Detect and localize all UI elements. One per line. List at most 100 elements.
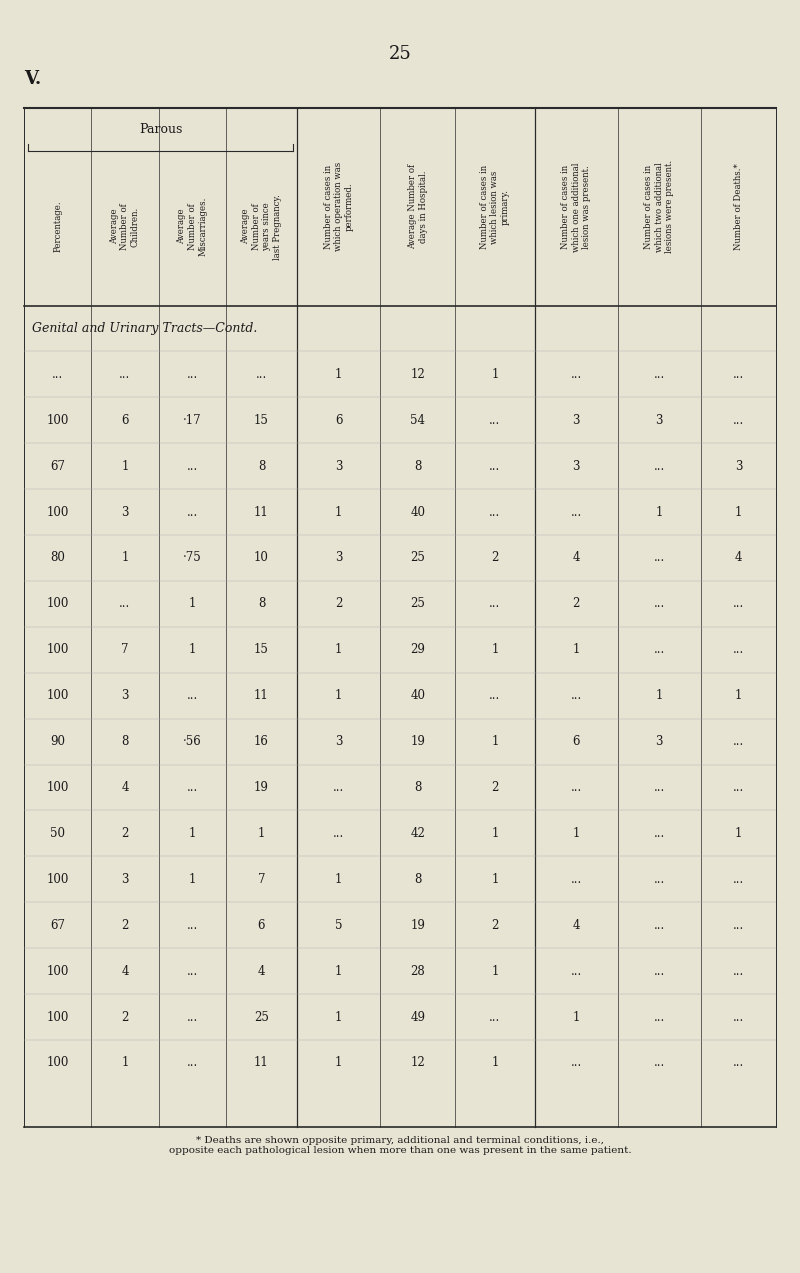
- Text: 67: 67: [50, 919, 65, 932]
- Text: ...: ...: [186, 1011, 198, 1023]
- Text: ...: ...: [186, 782, 198, 794]
- Text: 12: 12: [410, 1057, 425, 1069]
- Text: ...: ...: [733, 1011, 744, 1023]
- Text: 3: 3: [572, 460, 580, 472]
- Text: 2: 2: [491, 782, 498, 794]
- Text: 19: 19: [410, 919, 426, 932]
- Text: ...: ...: [186, 1057, 198, 1069]
- Text: ·56: ·56: [183, 735, 202, 749]
- Text: ...: ...: [654, 919, 665, 932]
- Text: ...: ...: [186, 505, 198, 518]
- Text: 3: 3: [335, 551, 342, 564]
- Text: ...: ...: [654, 597, 665, 610]
- Text: 8: 8: [258, 460, 265, 472]
- Text: Number of cases in
which two additional
lesions were present.: Number of cases in which two additional …: [644, 160, 674, 253]
- Text: 2: 2: [491, 919, 498, 932]
- Text: Number of cases in
which operation was
performed.: Number of cases in which operation was p…: [324, 162, 354, 252]
- Text: Number of cases in
which lesion was
primary.: Number of cases in which lesion was prim…: [480, 164, 510, 250]
- Text: V.: V.: [24, 70, 42, 88]
- Text: ...: ...: [186, 965, 198, 978]
- Text: 3: 3: [335, 735, 342, 749]
- Text: 4: 4: [572, 919, 580, 932]
- Text: ·75: ·75: [183, 551, 202, 564]
- Text: 100: 100: [46, 597, 69, 610]
- Text: 1: 1: [335, 368, 342, 381]
- Text: 8: 8: [414, 460, 422, 472]
- Text: 1: 1: [734, 505, 742, 518]
- Text: 1: 1: [189, 597, 196, 610]
- Text: ...: ...: [490, 460, 501, 472]
- Text: 1: 1: [189, 873, 196, 886]
- Text: 1: 1: [122, 551, 129, 564]
- Text: ...: ...: [570, 782, 582, 794]
- Text: 3: 3: [734, 460, 742, 472]
- Text: 1: 1: [491, 1057, 498, 1069]
- Text: 15: 15: [254, 414, 269, 426]
- Text: ...: ...: [186, 460, 198, 472]
- Text: 1: 1: [573, 643, 580, 657]
- Text: 100: 100: [46, 643, 69, 657]
- Text: ...: ...: [733, 735, 744, 749]
- Text: ...: ...: [654, 460, 665, 472]
- Text: 1: 1: [655, 505, 663, 518]
- Text: ...: ...: [733, 782, 744, 794]
- Text: ...: ...: [654, 965, 665, 978]
- Text: 80: 80: [50, 551, 65, 564]
- Text: 1: 1: [335, 643, 342, 657]
- Text: Average Number of
days in Hospital.: Average Number of days in Hospital.: [408, 164, 427, 250]
- Text: ...: ...: [186, 919, 198, 932]
- Text: 12: 12: [410, 368, 425, 381]
- Text: ...: ...: [186, 368, 198, 381]
- Text: 1: 1: [258, 827, 265, 840]
- Text: 2: 2: [335, 597, 342, 610]
- Text: ...: ...: [490, 505, 501, 518]
- Text: 8: 8: [414, 873, 422, 886]
- Text: 15: 15: [254, 643, 269, 657]
- Text: 4: 4: [121, 965, 129, 978]
- Text: 2: 2: [122, 827, 129, 840]
- Text: 3: 3: [121, 873, 129, 886]
- Text: ...: ...: [570, 873, 582, 886]
- Text: 1: 1: [491, 827, 498, 840]
- Text: 25: 25: [410, 551, 426, 564]
- Text: ...: ...: [570, 368, 582, 381]
- Text: 2: 2: [122, 1011, 129, 1023]
- Text: 19: 19: [410, 735, 426, 749]
- Text: 2: 2: [573, 597, 580, 610]
- Text: 49: 49: [410, 1011, 426, 1023]
- Text: 16: 16: [254, 735, 269, 749]
- Text: ...: ...: [490, 689, 501, 703]
- Text: ...: ...: [733, 965, 744, 978]
- Text: 6: 6: [258, 919, 266, 932]
- Text: 1: 1: [491, 368, 498, 381]
- Text: 1: 1: [734, 827, 742, 840]
- Text: 25: 25: [389, 45, 411, 62]
- Text: ...: ...: [333, 782, 344, 794]
- Text: 1: 1: [122, 460, 129, 472]
- Text: ...: ...: [256, 368, 267, 381]
- Text: 2: 2: [122, 919, 129, 932]
- Text: 5: 5: [335, 919, 342, 932]
- Text: Average
Number of
Miscarriages.: Average Number of Miscarriages.: [178, 197, 207, 256]
- Text: 6: 6: [572, 735, 580, 749]
- Text: 3: 3: [572, 414, 580, 426]
- Text: ...: ...: [490, 597, 501, 610]
- Text: ...: ...: [186, 689, 198, 703]
- Text: ·17: ·17: [183, 414, 202, 426]
- Text: ...: ...: [654, 1011, 665, 1023]
- Text: 1: 1: [189, 643, 196, 657]
- Text: 1: 1: [335, 1011, 342, 1023]
- Text: ...: ...: [733, 873, 744, 886]
- Text: 1: 1: [491, 735, 498, 749]
- Text: 100: 100: [46, 782, 69, 794]
- Text: ...: ...: [333, 827, 344, 840]
- Text: 29: 29: [410, 643, 426, 657]
- Text: Percentage.: Percentage.: [53, 201, 62, 252]
- Text: 19: 19: [254, 782, 269, 794]
- Text: ...: ...: [570, 505, 582, 518]
- Text: 1: 1: [655, 689, 663, 703]
- Text: 1: 1: [335, 965, 342, 978]
- Text: ...: ...: [733, 919, 744, 932]
- Text: 100: 100: [46, 965, 69, 978]
- Text: 100: 100: [46, 873, 69, 886]
